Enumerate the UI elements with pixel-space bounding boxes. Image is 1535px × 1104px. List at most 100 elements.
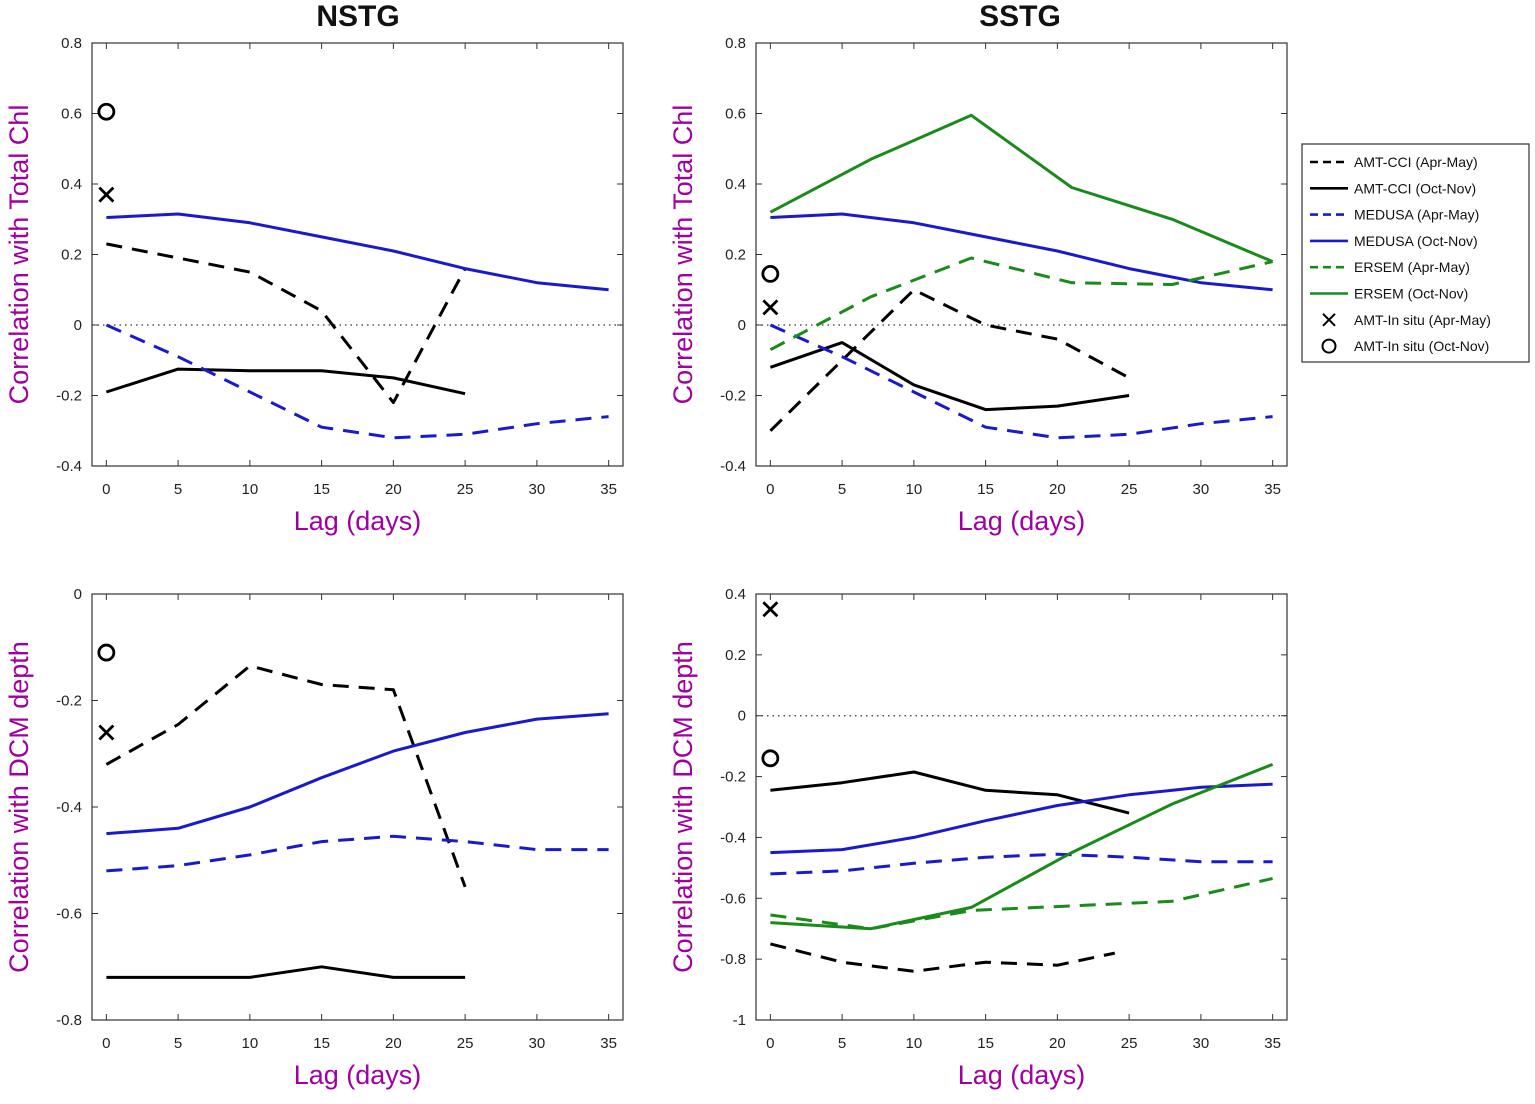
y-tick-label: -0.2 bbox=[56, 388, 82, 405]
y-tick-label: -0.6 bbox=[720, 890, 746, 907]
x-tick-label: 0 bbox=[102, 481, 110, 498]
y-tick-label: 0 bbox=[74, 586, 82, 603]
series-line-medusa-oct-nov bbox=[770, 782, 1273, 855]
marker-o-amt-in-situ-oct-nov bbox=[97, 643, 116, 662]
legend-item-amt-in-situ-apr-may: AMT-In situ (Apr-May) bbox=[1322, 312, 1491, 328]
x-tick-label: 30 bbox=[529, 1035, 546, 1052]
y-tick-label: 0.4 bbox=[61, 176, 82, 193]
x-tick-label: 5 bbox=[174, 1035, 182, 1052]
x-tick-label: 5 bbox=[838, 481, 846, 498]
marker-x-amt-in-situ-apr-may bbox=[762, 601, 779, 618]
y-tick-label: -0.6 bbox=[56, 906, 82, 923]
legend-item-medusa-oct-nov: MEDUSA (Oct-Nov) bbox=[1310, 233, 1478, 249]
y-tick-label: -0.4 bbox=[56, 799, 82, 816]
y-axis-label: Correlation with DCM depth bbox=[4, 641, 34, 973]
y-tick-label: -1 bbox=[733, 1012, 746, 1029]
x-tick-label: 35 bbox=[1264, 481, 1281, 498]
y-tick-label: -0.8 bbox=[720, 951, 746, 968]
series-line-medusa-oct-nov bbox=[106, 712, 609, 836]
legend-label: AMT-CCI (Apr-May) bbox=[1354, 154, 1478, 170]
x-axis-label: Lag (days) bbox=[294, 506, 422, 536]
x-tick-label: 30 bbox=[529, 481, 546, 498]
x-tick-label: 20 bbox=[385, 1035, 402, 1052]
y-tick-label: 0.8 bbox=[725, 35, 746, 52]
y-tick-label: 0.6 bbox=[725, 106, 746, 123]
legend-item-medusa-apr-may: MEDUSA (Apr-May) bbox=[1310, 207, 1479, 223]
chart-panel-3: 0 5 10 15 20 25 30 35 -0.8 -0.6 -0.4 -0.2 0 Lag (days… bbox=[4, 586, 624, 1090]
plot-frame bbox=[755, 42, 1288, 467]
y-axis-label: Correlation with Total Chl bbox=[668, 105, 698, 405]
legend-item-ersem-apr-may: ERSEM (Apr-May) bbox=[1310, 259, 1470, 275]
x-tick-label: 25 bbox=[1121, 1035, 1138, 1052]
y-tick-label: -0.4 bbox=[720, 829, 746, 846]
legend-item-amt-cci-oct-nov: AMT-CCI (Oct-Nov) bbox=[1310, 180, 1476, 196]
y-tick-label: 0.6 bbox=[61, 106, 82, 123]
x-tick-label: 20 bbox=[1049, 481, 1066, 498]
y-tick-label: -0.8 bbox=[56, 1012, 82, 1029]
x-tick-label: 25 bbox=[457, 1035, 474, 1052]
series-line-amt-cci-oct-nov bbox=[106, 965, 466, 979]
legend-label: AMT-In situ (Apr-May) bbox=[1354, 312, 1491, 328]
x-tick-label: 25 bbox=[1121, 481, 1138, 498]
series-line-amt-cci-apr-may bbox=[769, 288, 1130, 432]
marker-x-amt-in-situ-apr-may bbox=[98, 186, 115, 203]
x-tick-label: 0 bbox=[102, 1035, 110, 1052]
marker-o-amt-in-situ-oct-nov bbox=[761, 264, 780, 283]
legend-label: AMT-In situ (Oct-Nov) bbox=[1354, 338, 1489, 354]
series-line-amt-cci-apr-may bbox=[106, 242, 467, 405]
x-tick-label: 0 bbox=[766, 1035, 774, 1052]
x-tick-label: 35 bbox=[600, 481, 617, 498]
marker-x-amt-in-situ-apr-may bbox=[762, 299, 779, 316]
x-axis-label: Lag (days) bbox=[958, 1060, 1086, 1090]
y-axis-label: Correlation with DCM depth bbox=[668, 641, 698, 973]
y-tick-label: 0 bbox=[74, 317, 82, 334]
series-line-amt-cci-oct-nov bbox=[770, 770, 1130, 815]
x-tick-label: 15 bbox=[977, 481, 994, 498]
legend: AMT-CCI (Apr-May) AMT-CCI (Oct-Nov) MEDUSA… bbox=[1301, 143, 1530, 363]
x-tick-label: 10 bbox=[242, 481, 259, 498]
series-line-medusa-apr-may bbox=[770, 852, 1273, 876]
x-tick-label: 35 bbox=[1264, 1035, 1281, 1052]
y-tick-label: 0.2 bbox=[61, 247, 82, 264]
x-tick-label: 15 bbox=[313, 481, 330, 498]
y-tick-label: -0.2 bbox=[720, 769, 746, 786]
y-tick-label: -0.2 bbox=[720, 388, 746, 405]
y-tick-label: -0.4 bbox=[720, 458, 746, 475]
x-tick-label: 15 bbox=[977, 1035, 994, 1052]
x-tick-label: 15 bbox=[313, 1035, 330, 1052]
legend-label: MEDUSA (Apr-May) bbox=[1354, 207, 1479, 223]
legend-box bbox=[1301, 143, 1530, 363]
chart-panel-1: NSTG 0 5 10 15 20 25 30 35 -0.4 -0.2 0 0.2 0.4 0.6 0.8 L… bbox=[4, 0, 624, 536]
panel-title: SSTG bbox=[979, 0, 1061, 33]
series-line-amt-cci-oct-nov bbox=[105, 367, 466, 396]
x-tick-label: 30 bbox=[1193, 481, 1210, 498]
legend-x-marker-icon bbox=[1322, 313, 1336, 327]
legend-label: MEDUSA (Oct-Nov) bbox=[1354, 233, 1478, 249]
series-line-amt-cci-apr-may bbox=[770, 942, 1116, 973]
y-tick-label: 0 bbox=[738, 708, 746, 725]
x-tick-label: 0 bbox=[766, 481, 774, 498]
x-tick-label: 5 bbox=[838, 1035, 846, 1052]
x-axis-label: Lag (days) bbox=[958, 506, 1086, 536]
x-tick-label: 30 bbox=[1193, 1035, 1210, 1052]
series-line-medusa-oct-nov bbox=[106, 212, 609, 292]
series-line-amt-cci-apr-may bbox=[105, 664, 467, 888]
y-tick-label: 0.2 bbox=[725, 247, 746, 264]
y-tick-label: 0.8 bbox=[61, 35, 82, 52]
plot-frame bbox=[91, 593, 624, 1021]
x-tick-label: 5 bbox=[174, 481, 182, 498]
x-tick-label: 20 bbox=[385, 481, 402, 498]
y-tick-label: 0.2 bbox=[725, 647, 746, 664]
x-axis-label: Lag (days) bbox=[294, 1060, 422, 1090]
panel-title: NSTG bbox=[316, 0, 399, 33]
series-line-medusa-apr-may bbox=[769, 323, 1273, 440]
series-line-ersem-oct-nov bbox=[770, 763, 1274, 931]
x-tick-label: 25 bbox=[457, 481, 474, 498]
x-tick-label: 10 bbox=[906, 1035, 923, 1052]
plot-frame bbox=[91, 42, 624, 467]
y-tick-label: 0.4 bbox=[725, 176, 746, 193]
x-tick-label: 10 bbox=[906, 481, 923, 498]
x-tick-label: 10 bbox=[242, 1035, 259, 1052]
chart-panel-2: SSTG 0 5 10 15 20 25 30 35 -0.4 -0.2 0 0.2 0.4 0.6 0.8 L… bbox=[668, 0, 1288, 536]
